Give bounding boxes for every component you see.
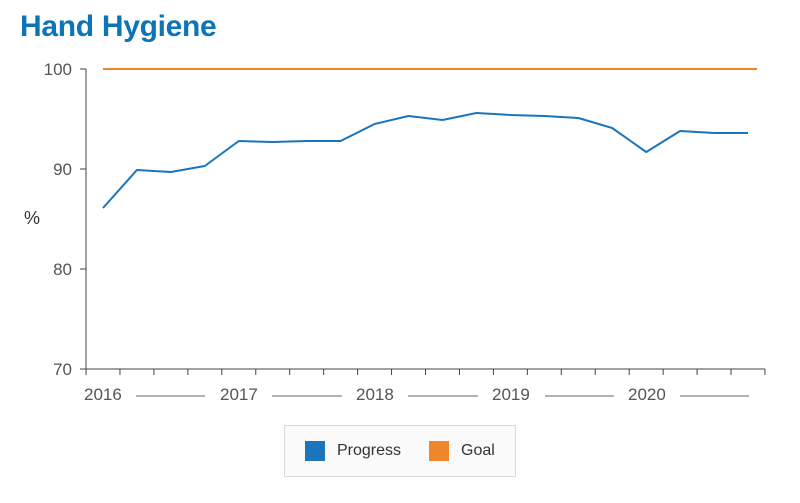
x-tick-label: 2019 <box>492 385 530 404</box>
series-line-progress <box>102 112 748 209</box>
y-axis-label: % <box>24 208 40 228</box>
series-lines <box>102 68 757 209</box>
legend-swatch-goal <box>429 441 450 461</box>
y-tick-label: 70 <box>53 360 72 379</box>
line-chart: 100 90 80 70 2016 2017 2018 2019 2020 % <box>24 60 766 404</box>
x-ticks: 2016 2017 2018 2019 2020 <box>84 369 766 404</box>
chart-title: Hand Hygiene <box>20 10 217 43</box>
legend-swatch-progress <box>305 441 325 461</box>
x-tick-label: 2016 <box>84 385 122 404</box>
legend-label-goal: Goal <box>461 442 495 459</box>
axes <box>85 69 765 370</box>
y-tick-label: 80 <box>53 260 72 279</box>
legend-item-goal: Goal <box>429 441 495 461</box>
legend-item-progress: Progress <box>305 441 401 461</box>
legend: Progress Goal <box>284 425 516 477</box>
x-tick-label: 2020 <box>628 385 666 404</box>
y-ticks: 100 90 80 70 <box>44 60 86 379</box>
legend-label-progress: Progress <box>337 442 402 459</box>
y-tick-label: 90 <box>53 160 72 179</box>
x-tick-label: 2018 <box>356 385 394 404</box>
y-tick-label: 100 <box>44 60 72 79</box>
x-tick-label: 2017 <box>220 385 258 404</box>
